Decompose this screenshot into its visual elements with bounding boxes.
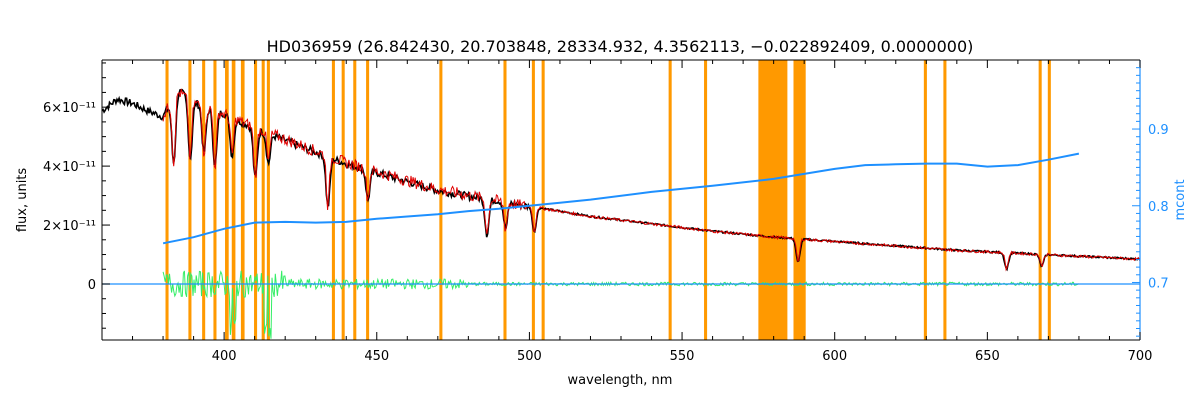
masked-region-19 [704,60,708,340]
masked-regions [165,60,1051,340]
x-tick-label-500: 500 [517,349,542,364]
x-tick-label-700: 700 [1128,349,1153,364]
masked-region-1 [188,60,192,340]
masked-region-9 [266,60,270,340]
masked-region-8 [261,60,265,340]
masked-region-3 [213,60,217,340]
y-tick-label: 2×10⁻¹¹ [43,219,96,234]
x-tick-label-600: 600 [822,349,847,364]
y2-axis-label: mcont [1173,179,1188,220]
masked-region-15 [503,60,507,340]
y2-tick-label: 0.8 [1148,200,1169,215]
y-tick-label: 6×10⁻¹¹ [43,101,96,116]
masked-region-20 [758,60,788,340]
masked-region-21 [793,60,806,340]
chart-title: HD036959 (26.842430, 20.703848, 28334.93… [267,37,974,56]
masked-region-11 [341,60,345,340]
x-tick-label-650: 650 [975,349,1000,364]
masked-region-12 [353,60,357,340]
masked-region-7 [254,60,258,340]
residuals-line [162,270,1080,339]
masked-region-2 [202,60,206,340]
masked-region-18 [668,60,672,340]
masked-region-14 [439,60,443,340]
y2-tick-label: 0.7 [1148,276,1169,291]
y-tick-label: 0 [88,278,96,293]
y2-ticks: 0.7 0.8 0.9 [1132,67,1169,337]
y-tick-label: 4×10⁻¹¹ [43,160,96,175]
masked-region-10 [331,60,335,340]
x-tick-label-550: 550 [670,349,695,364]
masked-region-25 [1047,60,1051,340]
series-layer [101,88,1141,339]
continuum-line [162,152,1080,245]
observed-spectrum-line [101,88,1141,272]
masked-region-22 [923,60,927,340]
x-tick-label-450: 450 [364,349,389,364]
model-spectrum-line [162,88,1141,272]
x-tick-label-400: 400 [212,349,237,364]
axes [101,59,1141,341]
masked-region-16 [531,60,535,340]
masked-region-4 [225,60,229,340]
masked-region-0 [165,60,169,340]
x-ticks: 400 450 500 550 600 650 700 [101,60,1153,364]
masked-region-6 [240,60,245,340]
masked-region-23 [943,60,947,340]
y-axis-label: flux, units [15,168,30,233]
masked-region-5 [231,60,236,340]
y2-tick-label: 0.9 [1148,123,1169,138]
masked-region-17 [541,60,545,340]
y-ticks: 0 2×10⁻¹¹ 4×10⁻¹¹ 6×10⁻¹¹ [43,62,110,329]
masked-region-24 [1038,60,1042,340]
x-axis-label: wavelength, nm [568,373,673,388]
